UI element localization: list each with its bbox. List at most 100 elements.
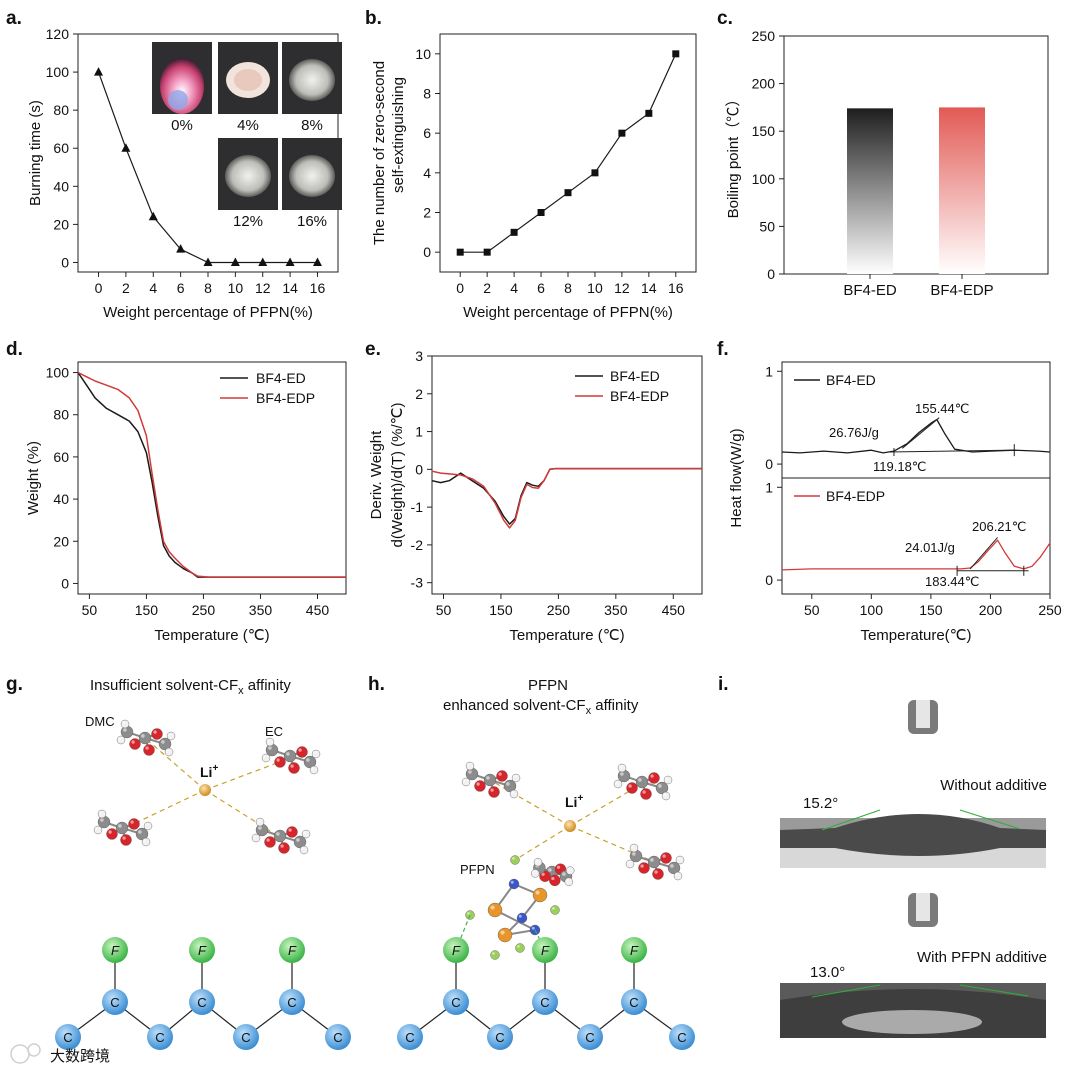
atom-O	[274, 756, 286, 768]
atom-H-shape	[675, 855, 685, 865]
atom-H-shape	[311, 749, 321, 759]
atom-H-shape	[617, 763, 627, 773]
fluorine-atom	[102, 937, 128, 963]
panel-f-peak-label: 155.44℃	[915, 401, 969, 416]
atom-highlight	[463, 779, 466, 782]
atom-highlight	[500, 930, 505, 935]
atom-highlight	[118, 737, 121, 740]
panel-a-point	[121, 143, 131, 152]
affinity-line	[534, 929, 546, 951]
panel-d-xtick-label: 50	[82, 602, 98, 618]
atom-C	[138, 731, 152, 745]
atom-O-shape	[296, 746, 308, 758]
atom-highlight	[108, 830, 112, 834]
panel-e-ytick-label: 1	[415, 424, 423, 440]
atom-highlight	[263, 755, 266, 758]
atom-H	[509, 789, 519, 799]
atom-C	[655, 781, 669, 795]
coordination-line	[204, 789, 276, 835]
atom-highlight	[510, 880, 514, 884]
atom-C-shape	[273, 829, 287, 843]
atom-highlight	[552, 907, 555, 910]
panel-e-frame	[431, 355, 703, 595]
panel-e-ytick-label: -3	[411, 575, 424, 591]
atom-highlight	[122, 721, 125, 724]
atom-highlight	[311, 767, 314, 770]
carbon-atom	[147, 1024, 173, 1050]
panel-b-line	[460, 53, 677, 253]
panel-b-xtick-label: 4	[510, 280, 518, 296]
atom-N	[508, 878, 520, 890]
atom-highlight	[531, 926, 535, 930]
panel-b-frame	[439, 33, 697, 273]
panel-b-point	[483, 248, 491, 256]
panel-f-ylabel: Heat flow(W/g)	[728, 428, 745, 527]
atom-C	[647, 855, 661, 869]
atom-O-shape	[549, 874, 561, 887]
atom-H-shape	[141, 837, 151, 847]
panel-h-label: h.	[368, 674, 385, 695]
atom-O	[660, 852, 672, 864]
atom-highlight	[619, 765, 622, 768]
atom-O-shape	[129, 738, 141, 750]
atom-H-shape	[120, 719, 130, 729]
atom-P	[497, 927, 513, 943]
atom-H-shape	[465, 761, 475, 771]
panel-b-point	[510, 228, 518, 236]
panel-g-title: Insufficient solvent-CFx affinity	[90, 677, 291, 697]
atom-H-shape	[509, 789, 519, 799]
atom-highlight	[535, 890, 540, 895]
atom-O	[278, 842, 290, 854]
atom-highlight	[99, 811, 102, 814]
atom-O	[106, 828, 118, 840]
atom-F	[515, 943, 525, 953]
atom-O-shape	[151, 728, 163, 740]
carbon-label: C	[495, 1030, 504, 1045]
atom-C-shape	[635, 775, 649, 789]
atom-O-shape	[128, 818, 140, 830]
fluorine-label: F	[541, 943, 550, 958]
atom-C-shape	[255, 823, 269, 837]
atom-C	[629, 849, 643, 863]
panel-b-xtick-label: 0	[456, 280, 464, 296]
solvent-molecule	[261, 737, 321, 775]
panel-f-baseline	[889, 449, 1015, 453]
atom-highlight	[567, 868, 570, 871]
panel-f-xlabel: Temperature(℃)	[860, 627, 971, 644]
atom-H-shape	[629, 843, 639, 853]
atom-highlight	[266, 838, 270, 842]
panel-f-xtick-label: 250	[1038, 602, 1062, 618]
atom-H	[251, 833, 261, 843]
atom-C-shape	[647, 855, 661, 869]
atom-highlight	[556, 865, 561, 869]
panel-e-ytick-label: 0	[415, 461, 423, 477]
atom-H	[311, 749, 321, 759]
atom-highlight	[166, 749, 169, 752]
panel-a-ytick-label: 20	[53, 216, 69, 232]
atom-highlight	[632, 852, 636, 856]
atom-C	[303, 755, 317, 769]
atom-P	[487, 902, 503, 918]
panel-f: f. 0 1 BF4-ED 155.44℃ 26.76J/g 119.18℃ 0 1 BF4-ED…	[717, 339, 1062, 644]
contact-angle-tangent	[821, 809, 881, 831]
atom-O-shape	[274, 756, 286, 768]
atom-O	[648, 772, 660, 784]
panel-d-xtick-label: 250	[192, 602, 216, 618]
atom-C	[465, 767, 479, 781]
atom-highlight	[118, 824, 122, 828]
panel-a-inset-label: 12%	[233, 213, 263, 230]
atom-highlight	[512, 857, 515, 860]
atom-C-shape	[265, 743, 279, 757]
fluorine-atom	[279, 937, 305, 963]
panel-e-ytick-label: -1	[411, 499, 424, 515]
atom-O	[549, 874, 561, 887]
fluorine-label: F	[452, 943, 461, 958]
atom-C	[293, 835, 307, 849]
panel-a-xtick-label: 8	[204, 280, 212, 296]
atom-H	[141, 837, 151, 847]
atom-H	[143, 821, 153, 831]
atom-H-shape	[301, 829, 311, 839]
panel-g: g. Insufficient solvent-CFx affinity Li+ DM…	[6, 674, 351, 1050]
atom-highlight	[138, 830, 142, 834]
atom-highlight	[286, 752, 290, 756]
